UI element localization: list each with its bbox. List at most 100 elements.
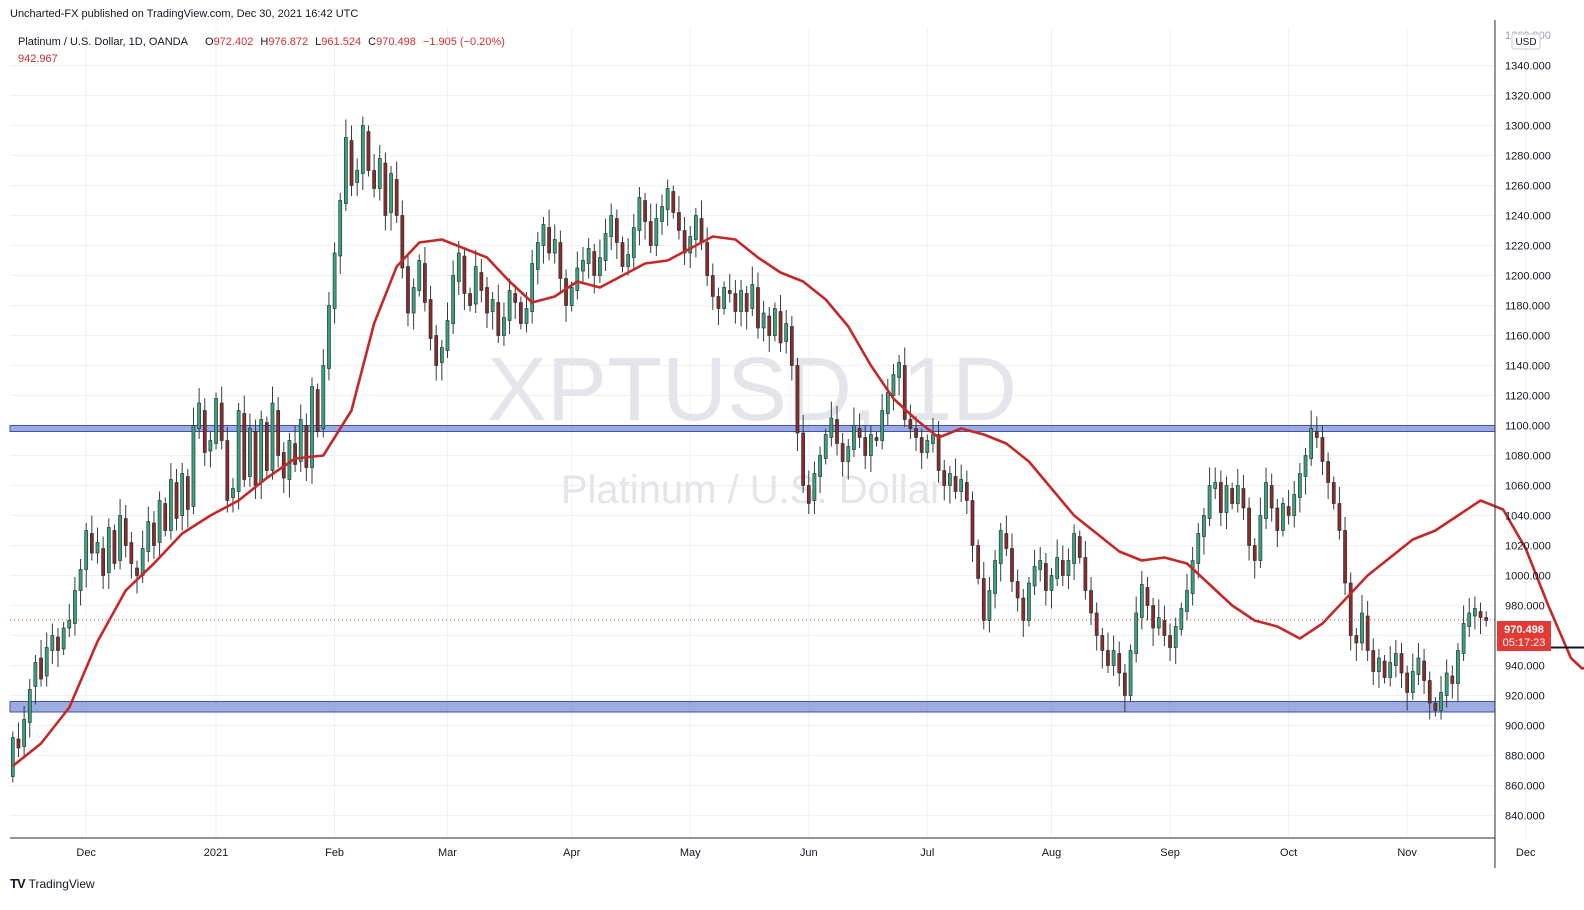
candle-down xyxy=(1354,635,1359,644)
candle-down xyxy=(242,413,247,480)
candle-up xyxy=(1394,653,1398,666)
candle-down xyxy=(767,315,772,336)
candle-down xyxy=(304,425,309,468)
candle-down xyxy=(1331,482,1336,504)
candle-down xyxy=(964,482,969,501)
time-tick-label: Jun xyxy=(800,847,818,859)
candle-down xyxy=(857,428,862,438)
ma-value: 942.967 xyxy=(18,53,58,65)
candle-up xyxy=(95,542,100,554)
price-tick-label: 1080.000 xyxy=(1505,451,1551,463)
price-tick-label: 1040.000 xyxy=(1505,511,1551,523)
candle-down xyxy=(1083,557,1088,591)
candle-down xyxy=(485,287,489,314)
ohlc-line: O972.402 H976.872 L961.524 C970.498 −1.9… xyxy=(205,36,505,48)
candle-up xyxy=(998,530,1003,564)
candle-up xyxy=(931,434,935,444)
price-tick-label: 1140.000 xyxy=(1505,361,1550,373)
candle-up xyxy=(1072,533,1076,564)
time-axis[interactable]: Dec 2021 Feb Mar Apr May Jun Jul Aug Sep Oct Nov Dec… xyxy=(10,837,1584,859)
watermark-name: Platinum / U.S. Dollar xyxy=(561,468,943,512)
candle-up xyxy=(118,515,122,561)
price-tick-label: 1020.000 xyxy=(1505,541,1551,553)
watermark: XPTUSD, 1D Platinum / U.S. Dollar xyxy=(487,340,1017,512)
candle-up xyxy=(660,206,664,222)
candle-down xyxy=(1286,506,1291,516)
publisher-line: Uncharted-FX published on TradingView.co… xyxy=(10,8,359,20)
candle-down xyxy=(733,293,738,312)
candle-down xyxy=(1326,461,1330,483)
candle-up xyxy=(1456,650,1460,684)
candle-up xyxy=(445,320,450,351)
time-tick-label: Jul xyxy=(920,847,934,859)
candle-up xyxy=(78,569,83,591)
price-tick-label: 900.000 xyxy=(1505,721,1545,733)
price-tick-label: 980.000 xyxy=(1505,601,1545,613)
candle-up xyxy=(1410,671,1415,693)
candle-up xyxy=(569,287,574,306)
candle-down xyxy=(919,437,924,453)
candle-down xyxy=(219,402,224,441)
candle-up xyxy=(603,233,608,261)
candle-up xyxy=(287,440,292,480)
candle-down xyxy=(727,290,732,294)
candle-down xyxy=(1269,485,1274,509)
candle-up xyxy=(761,312,766,329)
candle-down xyxy=(152,522,156,546)
price-tick-label: 1060.000 xyxy=(1505,481,1551,493)
time-tick-label: Dec xyxy=(1516,847,1536,859)
candle-down xyxy=(936,434,941,471)
candle-down xyxy=(135,567,139,576)
candle-down xyxy=(863,437,868,456)
candle-down xyxy=(1015,581,1020,599)
candle-down xyxy=(56,636,60,651)
candle-up xyxy=(829,417,834,438)
price-tick-label: 1180.000 xyxy=(1505,301,1550,313)
candle-down xyxy=(1343,530,1347,584)
time-tick-label: Apr xyxy=(563,847,580,859)
candle-up xyxy=(581,260,585,272)
candle-up xyxy=(552,239,557,254)
candle-down xyxy=(840,443,845,462)
candle-up xyxy=(27,689,32,723)
brand: TV TradingView xyxy=(10,876,95,891)
candle-down xyxy=(558,242,563,279)
brand-name: TradingView xyxy=(28,876,95,891)
candle-up xyxy=(1111,650,1116,666)
candle-up xyxy=(665,188,670,210)
candle-down xyxy=(264,422,269,471)
candle-up xyxy=(44,647,49,677)
candle-up xyxy=(852,425,856,450)
candle-down xyxy=(643,200,647,222)
candle-up xyxy=(1202,515,1206,537)
candle-down xyxy=(1004,533,1009,549)
candle-up xyxy=(1213,482,1218,489)
candle-down xyxy=(1320,437,1325,462)
candle-down xyxy=(795,365,800,434)
candle-up xyxy=(885,392,890,414)
candle-up xyxy=(524,308,529,324)
candle-down xyxy=(202,410,207,453)
candle-down xyxy=(1337,503,1342,531)
support-resistance-zone xyxy=(9,425,1496,432)
candle-down xyxy=(276,410,280,456)
candle-up xyxy=(1032,566,1037,587)
currency-badge[interactable] xyxy=(1511,33,1541,50)
candle-down xyxy=(1010,548,1014,582)
candle-up xyxy=(417,260,422,291)
price-tick-label: 1240.000 xyxy=(1505,211,1551,223)
candle-up xyxy=(344,137,348,204)
candle-down xyxy=(400,215,405,269)
price-axis[interactable]: 840.000 860.000 880.000 900.000 920.000 940.0… xyxy=(1494,20,1551,868)
candle-down xyxy=(677,212,681,231)
price-tick-label: 1340.000 xyxy=(1505,61,1551,73)
candle-up xyxy=(541,224,546,246)
candle-up xyxy=(377,158,382,189)
candle-up xyxy=(948,473,952,486)
candle-up xyxy=(214,398,218,444)
time-tick-label: May xyxy=(680,847,701,859)
candle-down xyxy=(372,170,376,189)
candle-up xyxy=(1066,560,1071,576)
candle-up xyxy=(925,440,930,453)
